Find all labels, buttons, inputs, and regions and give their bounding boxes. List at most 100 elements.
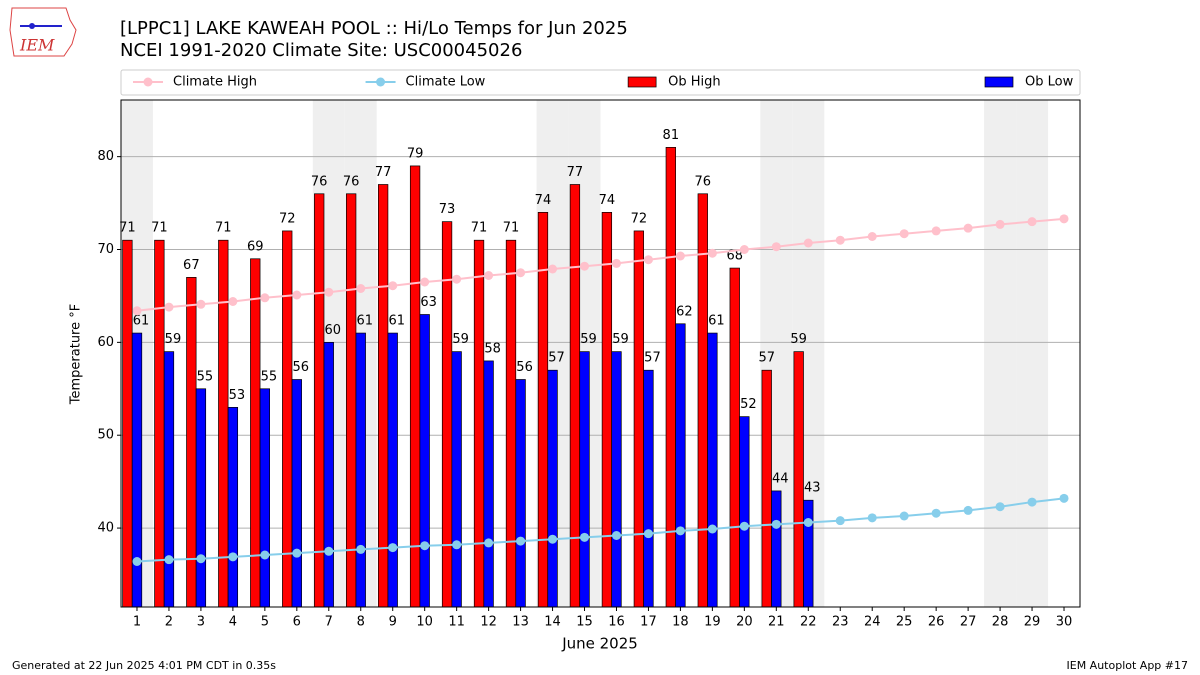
bar [186, 277, 197, 608]
bar [537, 212, 549, 608]
value-label: 73 [439, 202, 456, 217]
climate-marker [1059, 493, 1069, 503]
value-label: 59 [165, 332, 182, 347]
climate-marker [548, 264, 558, 274]
x-axis-label: June 2025 [561, 635, 638, 653]
value-label: 55 [261, 369, 278, 384]
bar [665, 147, 676, 608]
bar [282, 230, 293, 608]
value-label: 71 [503, 221, 520, 236]
logo: IEM [9, 7, 77, 57]
climate-marker [420, 277, 430, 287]
x-tick-label: 8 [357, 615, 365, 630]
climate-marker [899, 229, 909, 239]
x-tick-label: 10 [416, 615, 433, 630]
x-tick-label: 20 [736, 615, 753, 630]
bar [387, 332, 398, 608]
value-label: 71 [151, 221, 168, 236]
climate-marker [356, 284, 366, 293]
value-label: 61 [133, 314, 150, 329]
bar [409, 165, 421, 608]
climate-marker [452, 274, 462, 284]
bar [739, 416, 750, 608]
x-tick-label: 2 [165, 615, 173, 630]
climate-marker [803, 238, 813, 248]
bar [771, 490, 782, 608]
climate-marker [995, 219, 1005, 229]
bar [707, 332, 718, 608]
climate-marker [899, 511, 909, 521]
climate-marker [452, 540, 462, 550]
legend-label: Climate High [173, 75, 257, 90]
climate-marker [388, 281, 398, 291]
climate-marker [132, 306, 142, 316]
climate-marker [1059, 214, 1069, 224]
value-label: 56 [293, 360, 310, 375]
climate-marker [707, 248, 717, 258]
value-label: 79 [407, 146, 424, 161]
climate-marker [611, 258, 621, 268]
climate-line [136, 497, 1065, 563]
value-label: 57 [548, 351, 565, 366]
y-tick-label: 40 [97, 521, 114, 536]
bar [218, 239, 229, 608]
climate-marker [803, 518, 813, 527]
legend-label: Ob High [668, 75, 721, 90]
climate-marker [675, 251, 685, 261]
value-label: 77 [375, 165, 392, 180]
bar [761, 369, 772, 608]
x-tick-label: 13 [512, 615, 529, 630]
bar [505, 239, 517, 608]
legend-label: Ob Low [1025, 75, 1074, 90]
value-label: 61 [708, 314, 725, 329]
x-tick-label: 21 [768, 615, 785, 630]
climate-marker [963, 505, 973, 515]
climate-marker [292, 548, 302, 558]
y-tick-label: 50 [97, 428, 114, 443]
climate-marker [1027, 217, 1037, 227]
x-tick-label: 6 [293, 615, 301, 630]
logo-dot [29, 23, 35, 29]
x-tick-label: 28 [992, 615, 1009, 630]
x-tick-label: 25 [896, 615, 913, 630]
legend-marker [143, 77, 153, 87]
bar [291, 379, 302, 608]
value-label: 76 [695, 174, 712, 189]
climate-marker [164, 555, 174, 565]
x-tick-label: 30 [1056, 615, 1073, 630]
value-label: 61 [356, 314, 373, 329]
value-label: 71 [471, 221, 488, 236]
value-label: 62 [676, 304, 693, 319]
value-label: 69 [247, 239, 264, 254]
value-label: 74 [535, 193, 552, 208]
climate-marker [132, 557, 142, 566]
bar [569, 184, 581, 608]
climate-marker [835, 235, 845, 245]
climate-marker [580, 261, 590, 271]
climate-marker [260, 293, 270, 303]
climate-marker [260, 550, 270, 560]
x-tick-label: 1 [133, 615, 141, 630]
bar [643, 369, 654, 608]
bar [314, 193, 325, 608]
climate-marker [931, 226, 941, 236]
bar [729, 267, 740, 608]
climate-marker [739, 521, 749, 531]
value-label: 63 [420, 295, 437, 310]
climate-marker [867, 232, 877, 241]
bar [346, 193, 357, 608]
x-tick-label: 19 [704, 615, 721, 630]
climate-marker [835, 516, 845, 526]
value-label: 59 [452, 332, 469, 347]
climate-marker [867, 513, 877, 523]
x-tick-label: 24 [864, 615, 881, 630]
climate-marker [356, 544, 366, 554]
value-label: 53 [229, 388, 246, 403]
climate-marker [228, 297, 238, 306]
x-tick-label: 11 [448, 615, 465, 630]
climate-marker [484, 271, 494, 280]
bar [227, 407, 239, 608]
value-label: 76 [311, 174, 328, 189]
legend-marker [376, 77, 386, 87]
climate-marker [963, 223, 973, 233]
